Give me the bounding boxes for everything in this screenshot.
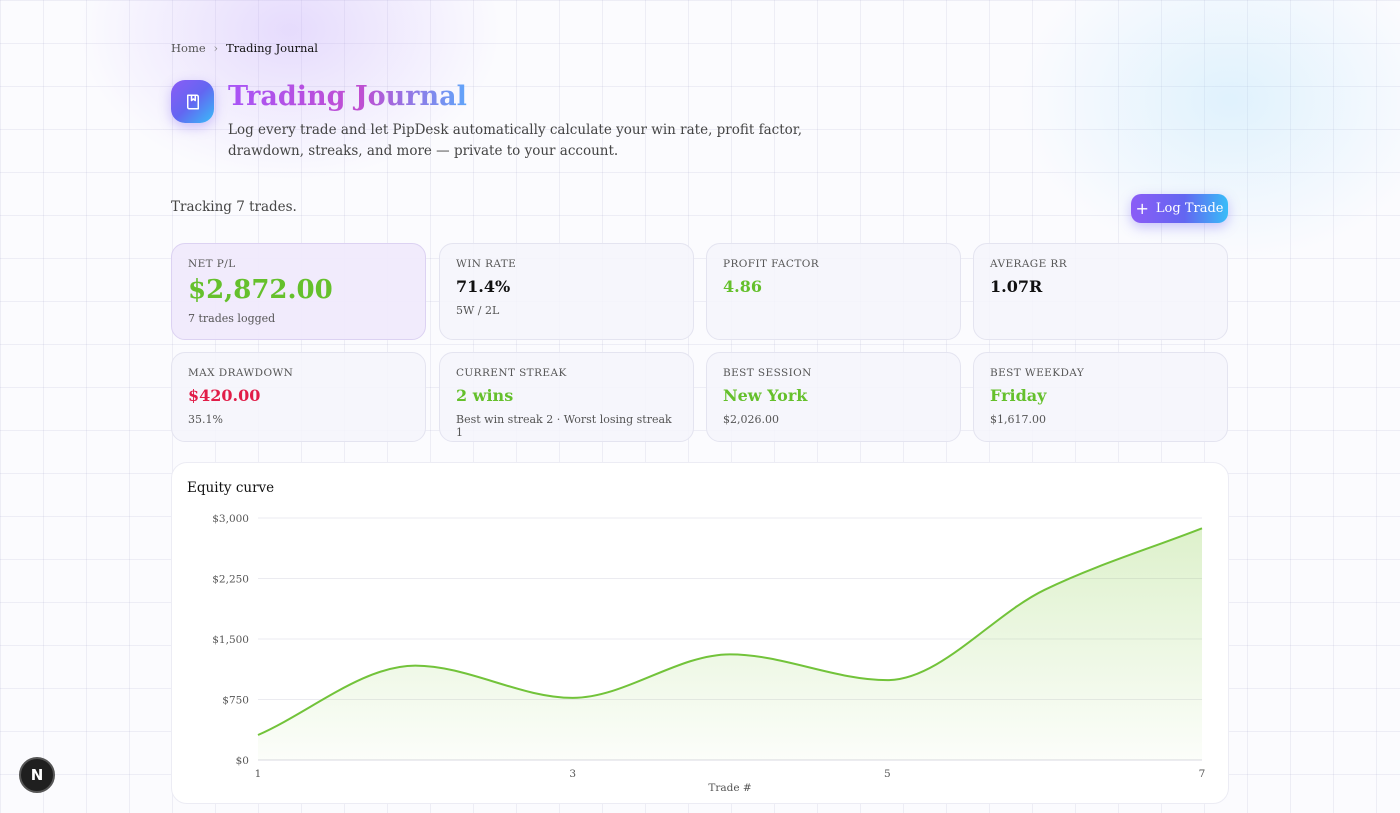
stat-value: 4.86 xyxy=(723,277,762,296)
stat-value: 1.07R xyxy=(990,277,1043,296)
stat-card-profit-factor: PROFIT FACTOR 4.86 xyxy=(706,243,961,340)
tracking-count: Tracking 7 trades. xyxy=(171,199,297,215)
stat-value: $420.00 xyxy=(188,386,261,405)
stat-sub: 5W / 2L xyxy=(456,304,500,317)
stat-sub: $2,026.00 xyxy=(723,413,779,426)
stat-label: CURRENT STREAK xyxy=(456,367,567,379)
stat-label: WIN RATE xyxy=(456,258,517,270)
stat-value: Friday xyxy=(990,386,1047,405)
stat-sub: 35.1% xyxy=(188,413,223,426)
chart-title: Equity curve xyxy=(187,480,275,496)
equity-curve-card: Equity curve $0 $750 $1,500 $2,250 $3,000 1 3 5… xyxy=(171,462,1229,804)
next-dev-badge[interactable]: N xyxy=(19,757,55,793)
x-axis-label: Trade # xyxy=(708,782,751,794)
stat-sub: 7 trades logged xyxy=(188,312,276,325)
x-tick-label: 5 xyxy=(884,768,891,780)
equity-area xyxy=(258,528,1202,760)
stat-label: MAX DRAWDOWN xyxy=(188,367,294,379)
stat-card-average-rr: AVERAGE RR 1.07R xyxy=(973,243,1228,340)
y-tick-label: $1,500 xyxy=(212,634,249,646)
log-trade-button[interactable]: + Log Trade xyxy=(1131,194,1228,223)
y-tick-label: $3,000 xyxy=(212,513,249,525)
stat-label: PROFIT FACTOR xyxy=(723,258,820,270)
y-tick-label: $0 xyxy=(236,755,249,767)
page-description: Log every trade and let PipDesk automati… xyxy=(228,122,803,159)
stat-value: 2 wins xyxy=(456,386,514,405)
equity-curve-chart: $0 $750 $1,500 $2,250 $3,000 1 3 5 7 Trade # xyxy=(212,513,1206,794)
bookmark-book-icon xyxy=(171,80,214,123)
x-tick-label: 3 xyxy=(569,768,576,780)
stat-card-net-pl: NET P/L $2,872.00 7 trades logged xyxy=(171,243,426,340)
y-tick-label: $2,250 xyxy=(212,574,249,586)
equity-line xyxy=(257,527,1203,736)
stat-card-best-session: BEST SESSION New York $2,026.00 xyxy=(706,352,961,442)
x-tick-label: 1 xyxy=(255,768,262,780)
stat-label: BEST WEEKDAY xyxy=(990,367,1085,379)
stat-label: NET P/L xyxy=(188,258,236,270)
stat-value: $2,872.00 xyxy=(188,275,333,305)
stat-value: 71.4% xyxy=(456,277,511,296)
breadcrumb: Home › Trading Journal xyxy=(171,41,318,55)
stat-card-max-drawdown: MAX DRAWDOWN $420.00 35.1% xyxy=(171,352,426,442)
stat-value: New York xyxy=(723,386,808,405)
x-tick-label: 7 xyxy=(1199,768,1206,780)
breadcrumb-home-link[interactable]: Home xyxy=(171,41,206,55)
y-tick-label: $750 xyxy=(222,695,249,707)
breadcrumb-current: Trading Journal xyxy=(226,41,318,55)
stat-card-best-weekday: BEST WEEKDAY Friday $1,617.00 xyxy=(973,352,1228,442)
stat-card-win-rate: WIN RATE 71.4% 5W / 2L xyxy=(439,243,694,340)
chevron-right-icon: › xyxy=(213,41,219,55)
log-trade-label: Log Trade xyxy=(1155,201,1224,216)
stat-sub: $1,617.00 xyxy=(990,413,1046,426)
stat-label: BEST SESSION xyxy=(723,367,812,379)
plus-icon: + xyxy=(1135,198,1149,218)
stat-sub: Best win streak 2 · Worst losing streak … xyxy=(456,413,672,439)
page-title: Trading Journal xyxy=(228,81,467,112)
stat-card-current-streak: CURRENT STREAK 2 wins Best win streak 2 … xyxy=(439,352,694,442)
stat-label: AVERAGE RR xyxy=(990,258,1067,270)
